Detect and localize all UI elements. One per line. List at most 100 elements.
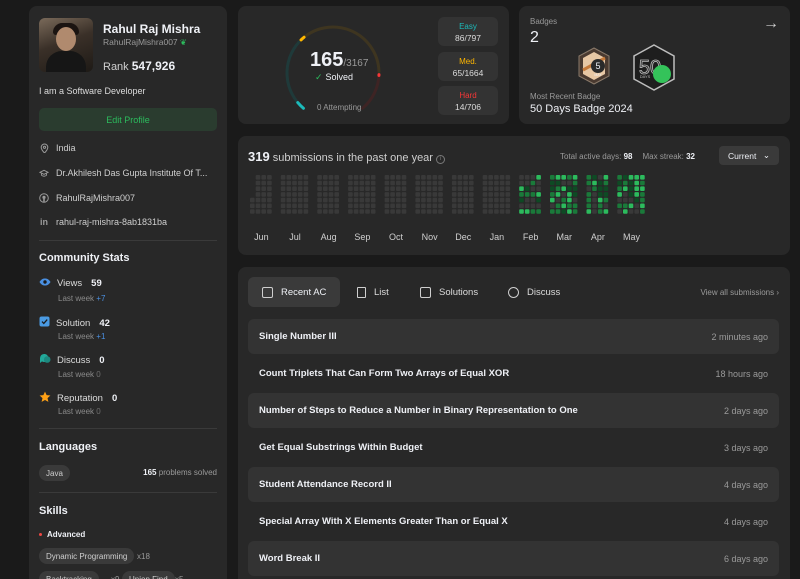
heatmap-cell xyxy=(463,197,468,203)
heatmap-cell xyxy=(303,209,309,214)
info-icon[interactable]: i xyxy=(435,155,445,164)
heatmap-cell xyxy=(451,180,457,186)
heatmap-cell xyxy=(426,192,432,197)
skill-tag[interactable]: Union Find xyxy=(122,571,175,579)
heatmap-cell xyxy=(415,203,420,209)
heatmap-cell xyxy=(550,192,555,197)
edit-profile-button[interactable]: Edit Profile xyxy=(39,108,217,131)
stat-views-lastweek: Last week +7 xyxy=(58,294,106,303)
heatmap-cell xyxy=(617,180,622,186)
heatmap-cell xyxy=(292,175,297,180)
heatmap-cell xyxy=(267,180,272,186)
heatmap-cell xyxy=(365,203,370,209)
stat-discuss: Discuss 0 xyxy=(39,353,105,367)
heatmap-cell xyxy=(603,186,609,191)
heatmap-cell xyxy=(469,192,474,197)
heatmap-cell xyxy=(401,192,407,197)
heatmap-cell xyxy=(597,192,603,197)
heatmap-cell xyxy=(623,186,628,191)
heatmap-cell xyxy=(536,192,541,197)
heatmap-cell xyxy=(567,180,572,186)
heatmap-cell xyxy=(384,192,390,197)
view-all-submissions-link[interactable]: View all submissions › xyxy=(700,288,779,297)
submission-row[interactable]: Special Array With X Elements Greater Th… xyxy=(259,516,768,527)
heatmap-cell xyxy=(628,180,634,186)
heatmap-cell xyxy=(353,186,359,191)
heatmap-cell xyxy=(488,186,493,191)
heatmap-cell xyxy=(623,203,628,209)
tab-solutions[interactable]: Solutions xyxy=(406,277,492,307)
heatmap-cell xyxy=(597,180,603,186)
heatmap-cell xyxy=(280,186,286,191)
tab-list[interactable]: List xyxy=(343,277,403,307)
heatmap-cell xyxy=(617,197,622,203)
submission-row[interactable]: Single Number III 2 minutes ago xyxy=(248,319,779,354)
heatmap-cell xyxy=(451,197,457,203)
heatmap-cell xyxy=(567,186,572,191)
github-icon xyxy=(39,193,49,203)
heatmap-cell xyxy=(328,175,334,180)
heatmap-cell xyxy=(623,180,628,186)
heatmap-cell xyxy=(592,175,597,180)
heatmap-cell xyxy=(286,203,292,209)
heatmap-cell xyxy=(384,180,390,186)
submission-row[interactable]: Count Triplets That Can Form Two Arrays … xyxy=(259,368,768,379)
heatmap-cell xyxy=(317,209,322,214)
heatmap-cell xyxy=(555,192,561,197)
arrow-right-icon[interactable]: → xyxy=(763,15,779,32)
language-tag-java[interactable]: Java xyxy=(39,465,70,481)
heatmap-cell xyxy=(463,209,468,214)
submission-row[interactable]: Student Attendance Record II 4 days ago xyxy=(248,467,779,502)
heatmap-cell xyxy=(550,197,555,203)
tab-recent-ac[interactable]: Recent AC xyxy=(248,277,341,307)
heatmap-cell xyxy=(267,186,272,191)
submission-row[interactable]: Word Break II 6 days ago xyxy=(248,541,779,576)
heatmap-cell xyxy=(292,203,297,209)
heatmap-cell xyxy=(586,180,592,186)
submission-row[interactable]: Get Equal Substrings Within Budget 3 days… xyxy=(259,442,768,453)
may-badge-icon: 5 MAY xyxy=(578,47,610,85)
heatmap-cell xyxy=(469,197,474,203)
heatmap-cell xyxy=(628,186,634,191)
solved-progress-ring xyxy=(285,25,381,110)
heatmap-cell xyxy=(370,175,376,180)
heatmap-cell xyxy=(353,192,359,197)
badge-icons[interactable]: 5 MAY 50 DAYS xyxy=(574,44,684,92)
heatmap-cell xyxy=(401,197,407,203)
heatmap-cell xyxy=(384,209,390,214)
skill-count: x5 xyxy=(175,575,183,579)
heatmap-cell xyxy=(482,180,488,186)
solved-label: ✓ Solved xyxy=(315,72,354,82)
avatar[interactable] xyxy=(39,18,93,72)
difficulty-hard[interactable]: Hard 14/706 xyxy=(438,86,498,115)
linkedin-row[interactable]: in rahul-raj-mishra-8ab1831ba xyxy=(40,217,168,227)
heatmap-cell xyxy=(334,186,339,191)
heatmap-cell xyxy=(370,209,376,214)
badges-title: Badges xyxy=(530,17,558,26)
submission-row[interactable]: Number of Steps to Reduce a Number in Bi… xyxy=(248,393,779,428)
language-java-count: 165 problems solved xyxy=(143,468,217,477)
difficulty-medium[interactable]: Med. 65/1664 xyxy=(438,52,498,81)
heatmap-cell xyxy=(530,197,536,203)
github-row[interactable]: RahulRajMishra007 xyxy=(39,193,219,203)
heatmap-cell xyxy=(623,209,628,214)
skill-tag[interactable]: Backtracking xyxy=(39,571,99,579)
heatmap-cell xyxy=(401,180,407,186)
heatmap-cell xyxy=(390,186,395,191)
heatmap-cell xyxy=(432,197,438,203)
heatmap-cell xyxy=(303,203,309,209)
heatmap-cell xyxy=(463,175,468,180)
month-label: Jan xyxy=(489,232,505,242)
heatmap-cell xyxy=(597,175,603,180)
heatmap-cell xyxy=(297,186,303,191)
heatmap-cell xyxy=(255,197,261,203)
heatmap-cell xyxy=(396,209,401,214)
heatmap-cell xyxy=(628,203,634,209)
heatmap-cell xyxy=(303,175,309,180)
tab-discuss[interactable]: Discuss xyxy=(494,277,574,307)
difficulty-easy[interactable]: Easy 86/797 xyxy=(438,17,498,46)
month-label: Oct xyxy=(388,232,403,242)
year-select[interactable]: Current ⌄ xyxy=(719,146,779,165)
skill-tag[interactable]: Dynamic Programming xyxy=(39,548,135,564)
heatmap-cell xyxy=(426,209,432,214)
